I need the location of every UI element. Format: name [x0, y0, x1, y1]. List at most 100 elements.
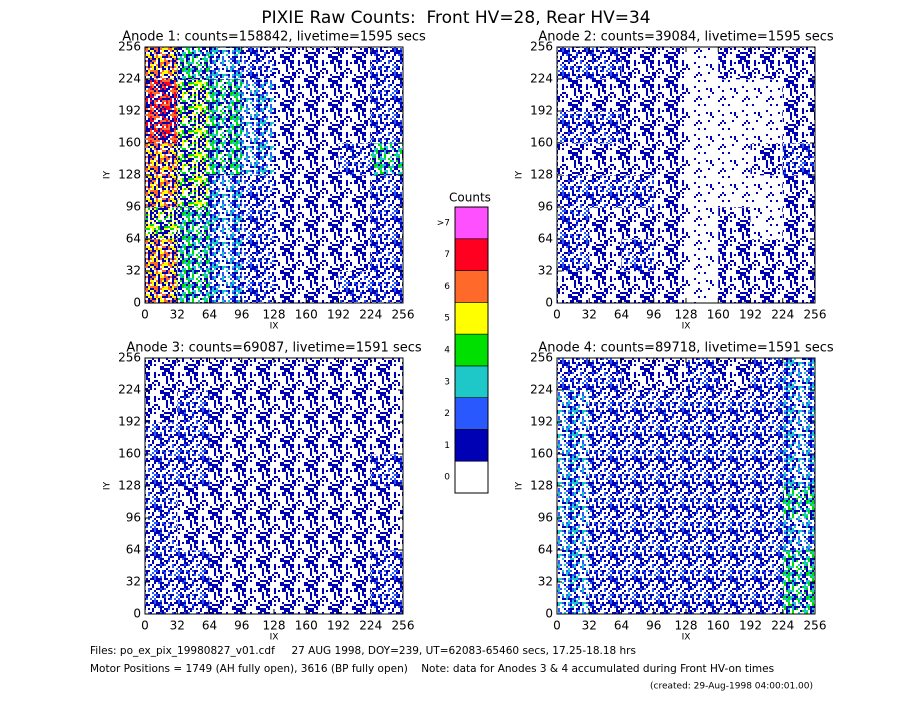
x-tick-label: 128 — [263, 308, 286, 322]
heatmap-cell — [209, 143, 243, 176]
heatmap-cell — [338, 79, 372, 112]
heatmap-cell — [177, 390, 210, 423]
heatmap-cell — [145, 207, 178, 240]
heatmap-cell — [782, 422, 816, 455]
heatmap-cell — [370, 111, 404, 144]
y-tick-label: 32 — [538, 575, 553, 589]
heatmap-cell — [241, 582, 275, 615]
y-tick-label: 256 — [530, 351, 553, 365]
heatmap-cell — [557, 582, 590, 615]
heatmap-cell — [589, 143, 622, 176]
colorbar-swatch — [454, 429, 489, 462]
heatmap-cell — [306, 207, 339, 240]
colorbar-swatch — [454, 206, 489, 240]
heatmap-cell — [686, 79, 719, 112]
x-tick-label: 256 — [804, 619, 827, 633]
heatmap-cell — [209, 239, 243, 272]
heatmap-cell — [686, 390, 719, 423]
heatmap-cell — [589, 422, 622, 455]
heatmap-cell — [653, 582, 687, 615]
heatmap-cell — [145, 550, 178, 583]
colorbar-label: 7 — [444, 250, 450, 260]
heatmap-cell — [338, 239, 372, 272]
heatmap-cell — [653, 550, 687, 583]
heatmap-cell — [750, 271, 784, 304]
footer-line: (created: 29-Aug-1998 04:00:01.00) — [650, 682, 813, 692]
heatmap-cell — [145, 111, 178, 144]
heatmap-cell — [589, 271, 622, 304]
heatmap-cell — [557, 239, 590, 272]
heatmap-cell — [782, 486, 816, 519]
heatmap-cell — [782, 207, 816, 240]
heatmap-cell — [557, 486, 590, 519]
y-tick-label: 32 — [126, 264, 141, 278]
heatmap-cell — [338, 175, 372, 208]
heatmap-cell — [209, 550, 243, 583]
heatmap-cell — [274, 79, 307, 112]
heatmap-panel: Anode 3: counts=69087, livetime=1591 sec… — [103, 341, 422, 643]
heatmap-cell — [589, 111, 622, 144]
x-tick-label: 224 — [359, 619, 382, 633]
heatmap-cell — [557, 111, 590, 144]
heatmap-cell — [750, 358, 784, 391]
heatmap-cell — [241, 79, 275, 112]
heatmap-cell — [782, 239, 816, 272]
heatmap-cell — [557, 79, 590, 112]
heatmap-cell — [209, 271, 243, 304]
heatmap-cell — [589, 47, 622, 80]
heatmap-cell — [370, 79, 404, 112]
heatmap-cell — [274, 143, 307, 176]
heatmap-cell — [177, 422, 210, 455]
x-tick-label: 64 — [202, 308, 217, 322]
y-tick-label: 160 — [118, 447, 141, 461]
x-tick-label: 96 — [646, 308, 661, 322]
heatmap-cell — [145, 175, 178, 208]
heatmap-cell — [306, 390, 339, 423]
heatmap-cell — [718, 390, 751, 423]
heatmap-cell — [589, 175, 622, 208]
x-tick-label: 96 — [646, 619, 661, 633]
y-tick-label: 0 — [133, 296, 141, 310]
heatmap-cell — [718, 486, 751, 519]
heatmap-cell — [621, 47, 655, 80]
heatmap-cell — [241, 239, 275, 272]
colorbar-swatch — [454, 365, 489, 398]
heatmap-cell — [589, 550, 622, 583]
heatmap-cell — [338, 582, 372, 615]
heatmap-cell — [241, 143, 275, 176]
footer-line: Files: po_ex_pix_19980827_v01.cdf 27 AUG… — [90, 645, 636, 657]
heatmap-cell — [145, 454, 178, 487]
colorbar-label: 3 — [444, 377, 450, 387]
heatmap-cell — [750, 582, 784, 615]
heatmap-cell — [782, 111, 816, 144]
heatmap-cell — [621, 486, 655, 519]
x-tick-label: 32 — [582, 308, 597, 322]
y-tick-label: 64 — [538, 232, 553, 246]
heatmap-cell — [241, 358, 275, 391]
x-tick-label: 224 — [771, 619, 794, 633]
heatmap-cell — [241, 207, 275, 240]
x-tick-label: 96 — [234, 308, 249, 322]
heatmap-cell — [718, 271, 751, 304]
x-axis-label: IX — [682, 633, 691, 643]
heatmap-cell — [209, 422, 243, 455]
heatmap-cell — [306, 143, 339, 176]
heatmap-cell — [274, 271, 307, 304]
heatmap-cell — [338, 143, 372, 176]
heatmap-cell — [589, 454, 622, 487]
x-tick-label: 256 — [392, 308, 415, 322]
colorbar-title: Counts — [449, 191, 491, 205]
y-tick-label: 192 — [118, 104, 141, 118]
heatmap-cell — [177, 486, 210, 519]
heatmap-cell — [686, 518, 719, 551]
heatmap-cell — [621, 582, 655, 615]
heatmap-cell — [306, 486, 339, 519]
y-tick-label: 64 — [538, 543, 553, 557]
heatmap-cell — [370, 207, 404, 240]
heatmap-cell — [686, 358, 719, 391]
heatmap-cell — [209, 207, 243, 240]
heatmap-cell — [274, 550, 307, 583]
heatmap-cell — [274, 454, 307, 487]
